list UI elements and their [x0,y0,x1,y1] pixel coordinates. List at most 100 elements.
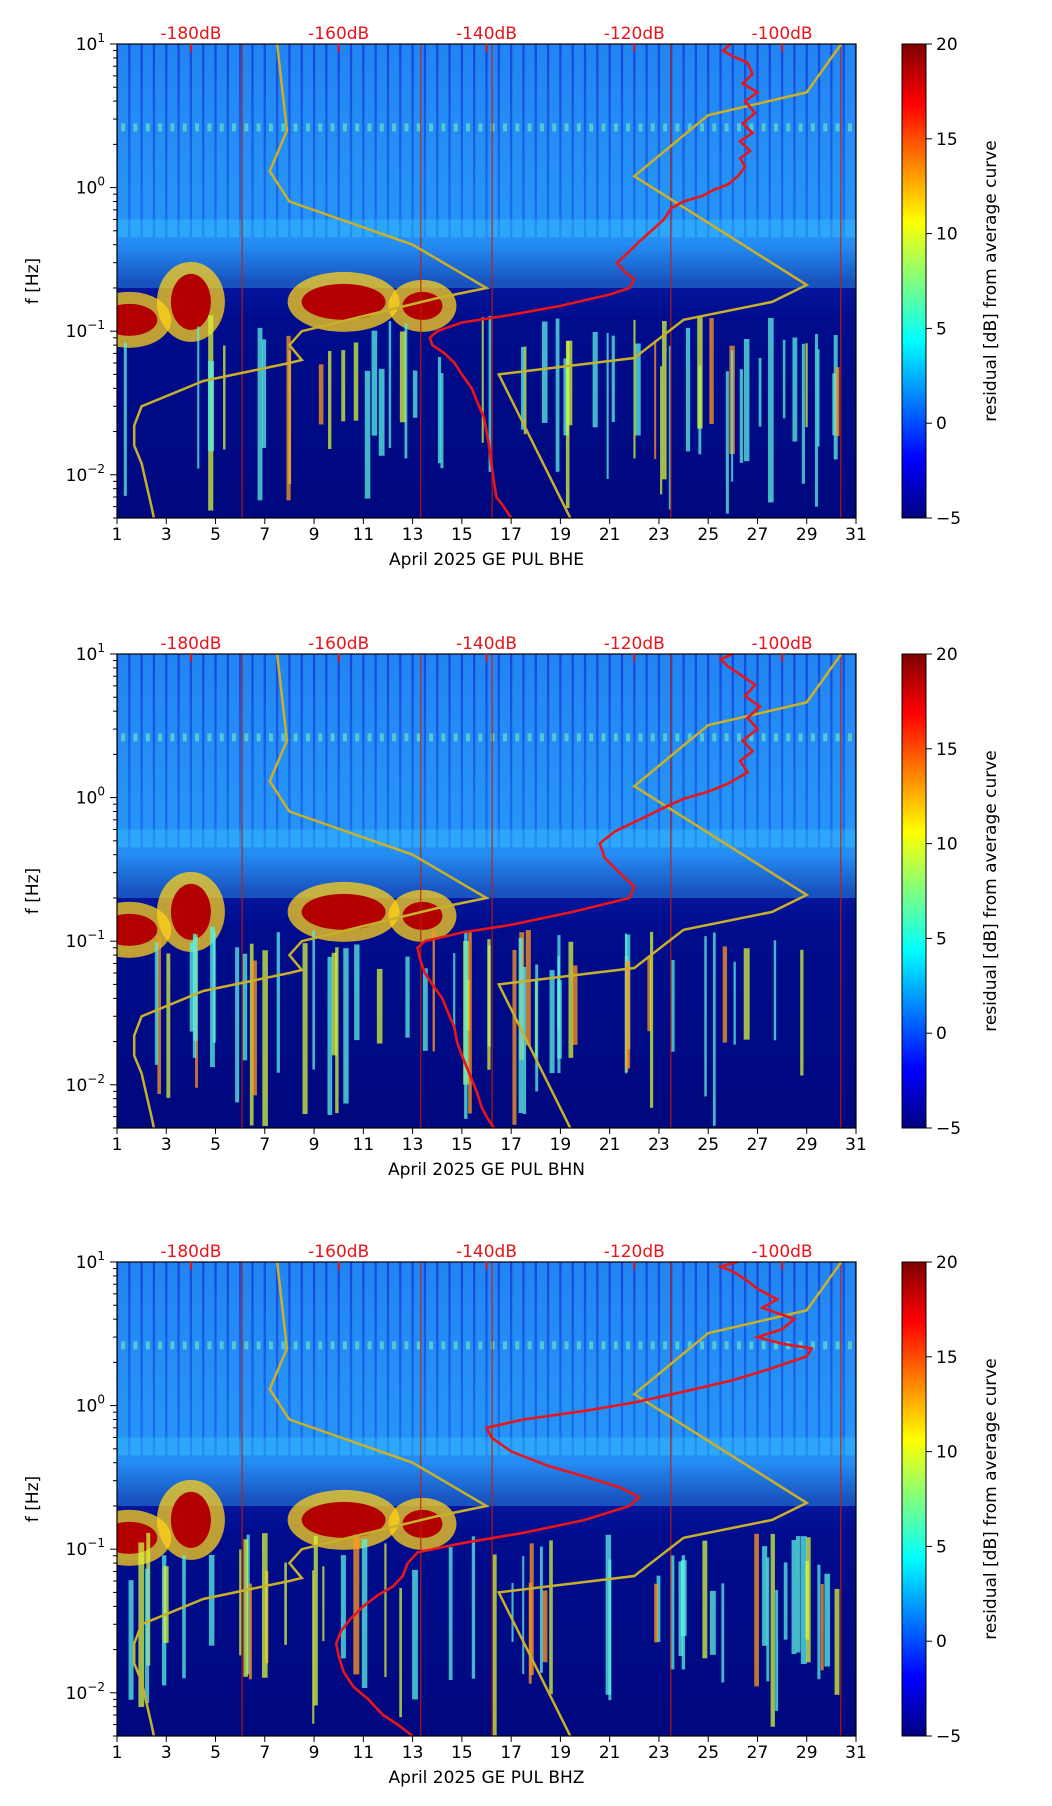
event-streak [353,342,359,421]
colorbar-tick-label: 5 [936,929,947,949]
colorbar-tick-label: 20 [936,1253,958,1273]
day-stripe [130,654,141,848]
day-stripe [241,654,252,848]
day-stripe [807,654,818,848]
day-stripe-highlight [687,123,692,132]
x-tick-label: 13 [402,525,424,545]
event-streak [800,1536,807,1665]
day-stripe-highlight [219,123,224,132]
event-streak [782,339,786,419]
event-streak [768,317,774,503]
colorbar-tick-label: 10 [936,835,958,855]
day-stripe [647,1262,658,1456]
event-streak [223,345,226,450]
day-stripe [253,654,264,848]
day-stripe-highlight [453,123,458,132]
event-streak [235,947,240,1103]
day-stripe [179,1262,190,1456]
event-streak [568,941,574,1058]
event-streak [656,1575,661,1642]
day-stripe-highlight [539,733,544,742]
x-tick-label: 17 [500,525,522,545]
db-label: -100dB [752,634,813,654]
day-stripe-highlight [466,1341,471,1350]
event-streak [412,1569,418,1700]
event-streak [354,944,360,1041]
event-streak [762,1546,768,1646]
day-stripe-highlight [786,123,791,132]
x-tick-label: 11 [353,1135,375,1155]
colorbar-tick-label: 15 [936,130,958,150]
event-streak [605,1534,612,1695]
day-stripe [426,654,437,848]
day-stripe [302,1262,313,1456]
day-stripe [844,44,855,238]
day-stripe-highlight [527,123,532,132]
event-streak [820,1583,824,1671]
event-streak [182,1555,186,1679]
day-stripe [204,44,215,238]
event-streak [318,364,324,425]
day-stripe [401,1262,412,1456]
day-stripe [204,1262,215,1456]
day-stripe-highlight [552,733,557,742]
x-tick-label: 13 [402,1135,424,1155]
day-stripe [684,44,695,238]
event-streak [721,1583,725,1683]
x-tick-label: 21 [599,1135,621,1155]
x-tick-label: 1 [112,1135,123,1155]
day-stripe-highlight [823,123,828,132]
event-streak [312,1570,315,1724]
day-stripe [573,654,584,848]
y-axis-label: f [Hz] [23,258,43,304]
day-stripe-highlight [773,123,778,132]
y-axis-label: f [Hz] [23,868,43,914]
day-stripe-highlight [355,1341,360,1350]
day-stripe-highlight [256,123,261,132]
x-tick-label: 29 [796,525,818,545]
day-stripe [475,44,486,238]
day-stripe [376,44,387,238]
day-stripe [512,654,523,848]
day-stripe-highlight [650,123,655,132]
day-stripe-highlight [182,733,187,742]
event-streak [166,953,171,1098]
day-stripe-highlight [195,1341,200,1350]
day-stripe [155,654,166,848]
day-stripe [783,654,794,848]
x-tick-label: 11 [353,525,375,545]
day-stripe-highlight [798,123,803,132]
event-streak [754,1533,759,1687]
day-stripe [499,654,510,848]
event-streak [572,965,578,1045]
day-stripe [721,1262,732,1456]
day-stripe [697,44,708,238]
artifact-line [491,1262,493,1736]
day-stripe [549,654,560,848]
event-streak [492,1554,497,1736]
day-stripe-highlight [207,1341,212,1350]
db-label: -140dB [456,634,517,654]
day-stripe-highlight [589,733,594,742]
day-stripe [352,654,363,848]
day-stripe [426,1262,437,1456]
day-stripe-highlight [638,733,643,742]
day-stripe-highlight [712,1341,717,1350]
colorbar-scale [901,653,927,1129]
spectrogram [117,1262,856,1736]
day-stripe-highlight [330,123,335,132]
nlnm-line [132,654,490,1128]
day-stripe-highlight [724,1341,729,1350]
x-tick-label: 17 [500,1743,522,1763]
psd-curve [334,1262,814,1736]
db-label: -140dB [456,1242,517,1262]
day-stripe [795,44,806,238]
day-stripe [832,44,843,238]
event-streak [208,1554,215,1646]
day-stripe-highlight [724,733,729,742]
event-streak [471,1536,476,1679]
event-streak [448,1547,453,1680]
day-stripe [364,44,375,238]
event-streak [468,932,472,1114]
